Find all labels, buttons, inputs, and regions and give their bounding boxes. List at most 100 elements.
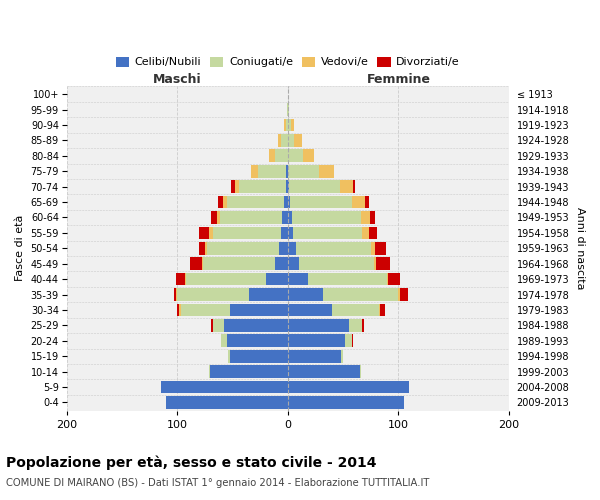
Bar — [368, 226, 377, 239]
Bar — [181, 304, 230, 316]
Bar — [212, 319, 224, 332]
Bar — [281, 134, 288, 146]
Bar — [288, 273, 308, 285]
Bar — [218, 196, 223, 208]
Bar — [353, 180, 355, 193]
Bar — [288, 211, 292, 224]
Text: COMUNE DI MAIRANO (BS) - Dati ISTAT 1° gennaio 2014 - Elaborazione TUTTITALIA.IT: COMUNE DI MAIRANO (BS) - Dati ISTAT 1° g… — [6, 478, 430, 488]
Bar — [360, 366, 361, 378]
Bar — [286, 180, 288, 193]
Bar — [332, 304, 379, 316]
Bar — [258, 165, 286, 177]
Text: Maschi: Maschi — [153, 72, 202, 86]
Bar — [288, 334, 346, 347]
Bar — [174, 288, 176, 301]
Bar — [177, 304, 179, 316]
Bar — [230, 304, 288, 316]
Bar — [209, 226, 212, 239]
Bar — [361, 211, 370, 224]
Bar — [365, 196, 368, 208]
Bar — [199, 226, 209, 239]
Bar — [288, 258, 299, 270]
Bar — [227, 196, 284, 208]
Bar — [166, 396, 288, 409]
Bar — [293, 226, 362, 239]
Bar — [388, 273, 400, 285]
Bar — [288, 319, 349, 332]
Bar — [288, 396, 404, 409]
Bar — [199, 242, 205, 254]
Bar — [288, 226, 293, 239]
Bar — [362, 319, 364, 332]
Bar — [290, 196, 352, 208]
Bar — [295, 134, 302, 146]
Bar — [176, 273, 185, 285]
Bar — [288, 165, 319, 177]
Bar — [284, 196, 288, 208]
Bar — [341, 350, 343, 362]
Bar — [251, 165, 258, 177]
Bar — [299, 258, 374, 270]
Bar — [288, 304, 332, 316]
Bar — [289, 180, 340, 193]
Bar — [292, 211, 361, 224]
Bar — [375, 242, 386, 254]
Bar — [235, 180, 239, 193]
Bar — [161, 381, 288, 394]
Bar — [376, 258, 389, 270]
Bar — [220, 211, 282, 224]
Bar — [190, 258, 202, 270]
Bar — [205, 242, 207, 254]
Bar — [230, 350, 288, 362]
Bar — [186, 273, 266, 285]
Bar — [227, 334, 288, 347]
Bar — [281, 226, 288, 239]
Bar — [223, 196, 227, 208]
Bar — [279, 242, 288, 254]
Bar — [286, 118, 288, 132]
Bar — [288, 350, 341, 362]
Bar — [303, 150, 314, 162]
Y-axis label: Fasce di età: Fasce di età — [15, 215, 25, 282]
Bar — [275, 258, 288, 270]
Bar — [275, 150, 288, 162]
Bar — [288, 242, 296, 254]
Bar — [346, 334, 352, 347]
Bar — [379, 304, 380, 316]
Bar — [209, 366, 211, 378]
Bar — [211, 366, 288, 378]
Bar — [217, 211, 220, 224]
Bar — [288, 180, 289, 193]
Bar — [340, 180, 353, 193]
Bar — [400, 288, 409, 301]
Bar — [288, 366, 360, 378]
Bar — [239, 180, 286, 193]
Bar — [288, 196, 290, 208]
Bar — [221, 334, 227, 347]
Bar — [349, 319, 362, 332]
Bar — [177, 288, 249, 301]
Bar — [269, 150, 275, 162]
Y-axis label: Anni di nascita: Anni di nascita — [575, 207, 585, 290]
Legend: Celibi/Nubili, Coniugati/e, Vedovi/e, Divorziati/e: Celibi/Nubili, Coniugati/e, Vedovi/e, Di… — [111, 52, 464, 72]
Bar — [203, 258, 275, 270]
Bar — [374, 258, 376, 270]
Bar — [288, 103, 289, 116]
Bar — [224, 319, 288, 332]
Bar — [308, 273, 388, 285]
Bar — [288, 381, 409, 394]
Bar — [352, 334, 353, 347]
Bar — [352, 196, 365, 208]
Bar — [362, 226, 368, 239]
Bar — [249, 288, 288, 301]
Bar — [185, 273, 186, 285]
Bar — [291, 118, 295, 132]
Bar — [207, 242, 279, 254]
Bar — [179, 304, 181, 316]
Bar — [211, 211, 217, 224]
Bar — [380, 304, 385, 316]
Bar — [228, 350, 230, 362]
Text: Popolazione per età, sesso e stato civile - 2014: Popolazione per età, sesso e stato civil… — [6, 455, 377, 469]
Bar — [319, 165, 334, 177]
Bar — [323, 288, 398, 301]
